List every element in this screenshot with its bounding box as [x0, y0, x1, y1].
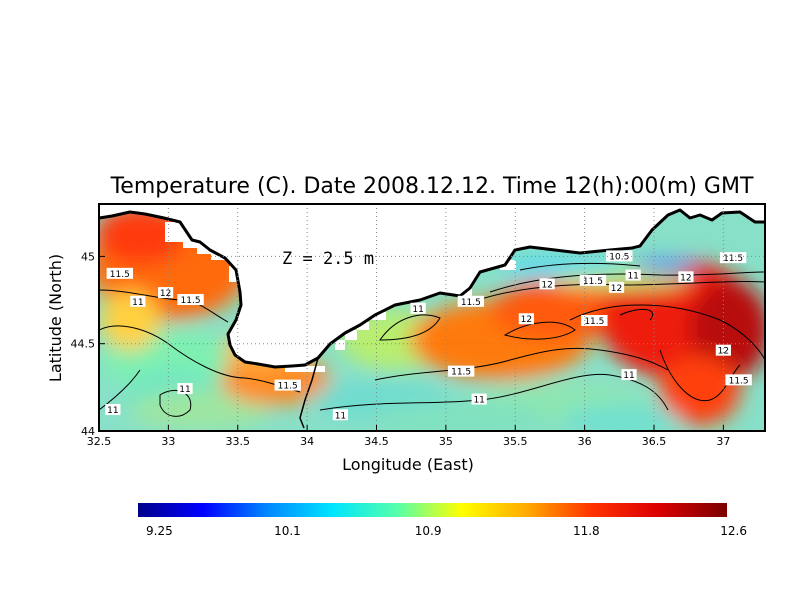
- contour-label-bg: [725, 374, 752, 386]
- contour-label-bg: [579, 274, 607, 286]
- x-tick-label: 36: [578, 435, 592, 448]
- colorbar-tick-label: 10.1: [274, 524, 301, 538]
- contour-label: 11: [132, 298, 143, 308]
- contour-label-bg: [106, 267, 134, 279]
- contour-label-bg: [608, 281, 625, 293]
- contour-label: 11: [107, 406, 118, 416]
- y-axis: 44 44.5 45: [71, 250, 105, 438]
- contour-label: 11.5: [181, 296, 201, 306]
- contour-label-bg: [719, 252, 747, 264]
- contour-label: 12: [611, 284, 622, 294]
- contour-label: 11: [412, 305, 423, 315]
- x-tick-label: 33: [161, 435, 175, 448]
- x-axis-title: Longitude (East): [342, 455, 474, 474]
- map-title: Temperature (C). Date 2008.12.12. Time 1…: [110, 174, 754, 199]
- contour-label: 11: [473, 396, 484, 406]
- contour-label-bg: [130, 295, 146, 307]
- contour-label: 11.5: [110, 270, 130, 280]
- contour-label: 12: [160, 289, 171, 299]
- contour-label-bg: [621, 369, 637, 381]
- x-tick-label: 32.5: [87, 435, 112, 448]
- colorbar-tick-label: 10.9: [415, 524, 442, 538]
- colorbar-tick-label: 12.6: [720, 524, 747, 538]
- contour-label: 11.5: [729, 376, 749, 386]
- depth-label: Z = 2.5 m: [282, 249, 374, 269]
- contour-label: 12: [680, 273, 691, 283]
- contour-label-bg: [105, 404, 121, 416]
- contour-label: 12: [521, 315, 532, 325]
- colorbar-ticks: 9.25 10.1 10.9 11.8 12.6: [146, 524, 747, 538]
- contour-label: 11: [623, 371, 634, 381]
- contour-label: 12: [718, 347, 729, 357]
- contour-label-bg: [625, 269, 641, 281]
- contour-label-bg: [457, 295, 485, 307]
- contour-label-bg: [471, 393, 487, 405]
- contour-label-bg: [177, 383, 193, 395]
- colorbar-bar: [138, 503, 727, 517]
- contour-label: 11.5: [278, 382, 298, 392]
- contour-label: 11.5: [584, 317, 604, 327]
- x-tick-label: 35: [439, 435, 453, 448]
- x-tick-label: 33.5: [226, 435, 251, 448]
- x-tick-label: 35.5: [503, 435, 528, 448]
- y-axis-title: Latitude (North): [46, 254, 65, 382]
- plot-frame: [98, 203, 766, 432]
- contour-label-bg: [177, 294, 204, 306]
- x-tick-label: 37: [716, 435, 730, 448]
- contour-label: 12: [541, 280, 552, 290]
- x-axis: 32.5 33 33.5 34 34.5 35 35.5 36 36.5 37: [87, 425, 730, 448]
- contour-label-bg: [410, 302, 426, 314]
- y-tick-label: 44.5: [71, 338, 96, 351]
- contour-label: 11.5: [451, 368, 471, 378]
- colorbar: 9.25 10.1 10.9 11.8 12.6: [138, 503, 747, 538]
- contour-label-bg: [447, 365, 475, 377]
- contour-label: 11: [335, 411, 346, 421]
- contour-label-bg: [274, 379, 301, 391]
- x-tick-label: 34.5: [364, 435, 389, 448]
- contour-label-bg: [715, 344, 731, 356]
- y-tick-label: 45: [81, 250, 95, 263]
- contour-label-bg: [332, 409, 349, 421]
- coastline: [99, 208, 765, 429]
- contour-label: 11: [179, 385, 190, 395]
- contour-label-bg: [158, 287, 174, 299]
- contour-label-bg: [678, 271, 694, 283]
- x-tick-label: 36.5: [642, 435, 667, 448]
- contour-label: 11.5: [723, 254, 743, 264]
- contour-label: 11.5: [583, 277, 603, 287]
- contour-label-bg: [539, 278, 555, 290]
- contour-label: 11: [627, 272, 638, 282]
- contour-label-bg: [581, 314, 608, 326]
- colorbar-tick-label: 9.25: [146, 524, 173, 538]
- contour-label-bg: [518, 313, 534, 325]
- contour-label: 10.5: [609, 252, 629, 262]
- contour-lines: [99, 262, 765, 417]
- x-tick-label: 34: [300, 435, 314, 448]
- colorbar-tick-label: 11.8: [573, 524, 600, 538]
- y-tick-label: 44: [81, 425, 95, 438]
- contour-label: 11.5: [461, 298, 481, 308]
